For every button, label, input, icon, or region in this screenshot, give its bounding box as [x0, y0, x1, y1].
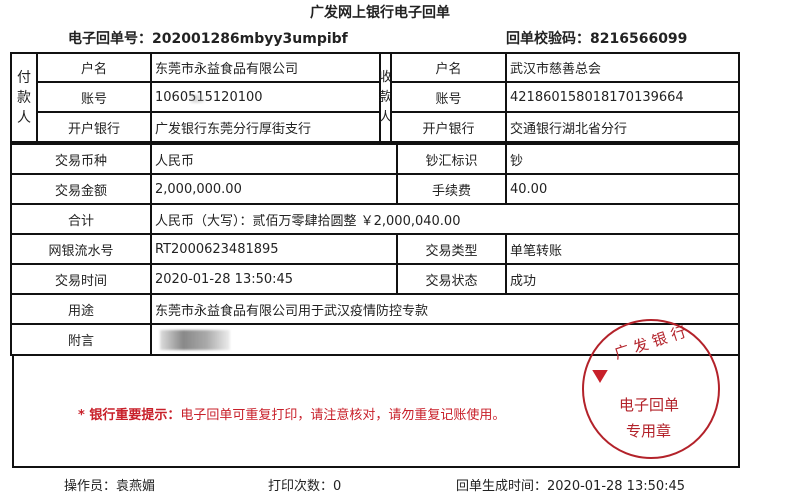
redacted-remark [160, 330, 230, 350]
payer-account-label: 账号 [36, 81, 152, 113]
cash-flag-value: 钞 [505, 143, 740, 175]
notice-area [12, 354, 740, 468]
char: 人 [17, 109, 31, 126]
payer-name-label: 户名 [36, 52, 152, 83]
bank-notice: * 银行重要提示：电子回单可重复打印，请注意核对，请勿重复记账使用。 [78, 404, 505, 423]
receipt-number-value: 202001286mbyy3umpibf [152, 31, 348, 47]
svg-text:专用章: 专用章 [626, 422, 671, 440]
amount-label: 交易金额 [10, 173, 152, 205]
char: 收 [379, 69, 393, 85]
time-label: 交易时间 [10, 263, 152, 295]
type-value: 单笔转账 [505, 233, 740, 265]
svg-text:电子回单: 电子回单 [619, 396, 679, 414]
payee-bank-label: 开户银行 [390, 111, 507, 143]
amount-value: 2,000,000.00 [150, 173, 398, 205]
remark-label: 附言 [10, 323, 152, 356]
notice-text: 电子回单可重复打印，请注意核对，请勿重复记账使用。 [180, 408, 506, 423]
char: 付 [17, 69, 31, 86]
fee-value: 40.00 [505, 173, 740, 205]
serial-value: RT2000623481895 [150, 233, 398, 265]
serial-label: 网银流水号 [10, 233, 152, 265]
svg-text:广 发 银 行: 广 发 银 行 [612, 323, 688, 363]
char: 款 [17, 89, 31, 106]
cash-flag-label: 钞汇标识 [396, 143, 507, 175]
payer-side-label: 付款人 [10, 52, 38, 143]
page-title: 广发网上银行电子回单 [310, 5, 450, 21]
receipt-number: 电子回单号：202001286mbyy3umpibf [68, 28, 348, 48]
total-value: 人民币（大写）：贰佰万零肆拾圆整 ￥2,000,040.00 [150, 203, 740, 235]
status-label: 交易状态 [396, 263, 507, 295]
type-label: 交易类型 [396, 233, 507, 265]
print-count: 打印次数：0 [268, 479, 342, 494]
purpose-label: 用途 [10, 293, 152, 325]
payee-account: 421860158018170139664 [505, 81, 740, 113]
operator: 操作员：袁燕媚 [64, 479, 156, 494]
time-value: 2020-01-28 13:50:45 [150, 263, 398, 295]
bank-stamp: 广 发 银 行 电子回单 专用章 [582, 319, 720, 459]
char: 人 [379, 109, 393, 125]
payee-bank: 交通银行湖北省分行 [505, 111, 740, 143]
generated-time: 回单生成时间：2020-01-28 13:50:45 [456, 479, 686, 494]
currency-label: 交易币种 [10, 143, 152, 175]
payer-bank: 广发银行东莞分行厚街支行 [150, 111, 381, 143]
currency-value: 人民币 [150, 143, 398, 175]
payee-name: 武汉市慈善总会 [505, 52, 740, 83]
payee-name-label: 户名 [390, 52, 507, 83]
check-code-label: 回单校验码： [506, 31, 590, 47]
check-code-value: 8216566099 [590, 31, 688, 47]
payee-account-label: 账号 [390, 81, 507, 113]
status-value: 成功 [505, 263, 740, 295]
payer-bank-label: 开户银行 [36, 111, 152, 143]
total-label: 合计 [10, 203, 152, 235]
check-code: 回单校验码：8216566099 [506, 28, 687, 48]
receipt-number-label: 电子回单号： [68, 31, 152, 47]
notice-prefix: * 银行重要提示： [78, 408, 181, 423]
redacted-account [190, 95, 205, 103]
fee-label: 手续费 [396, 173, 507, 205]
payer-account: 1060515120100 [150, 81, 381, 113]
payer-name: 东莞市永益食品有限公司 [150, 52, 381, 83]
char: 款 [379, 89, 393, 105]
